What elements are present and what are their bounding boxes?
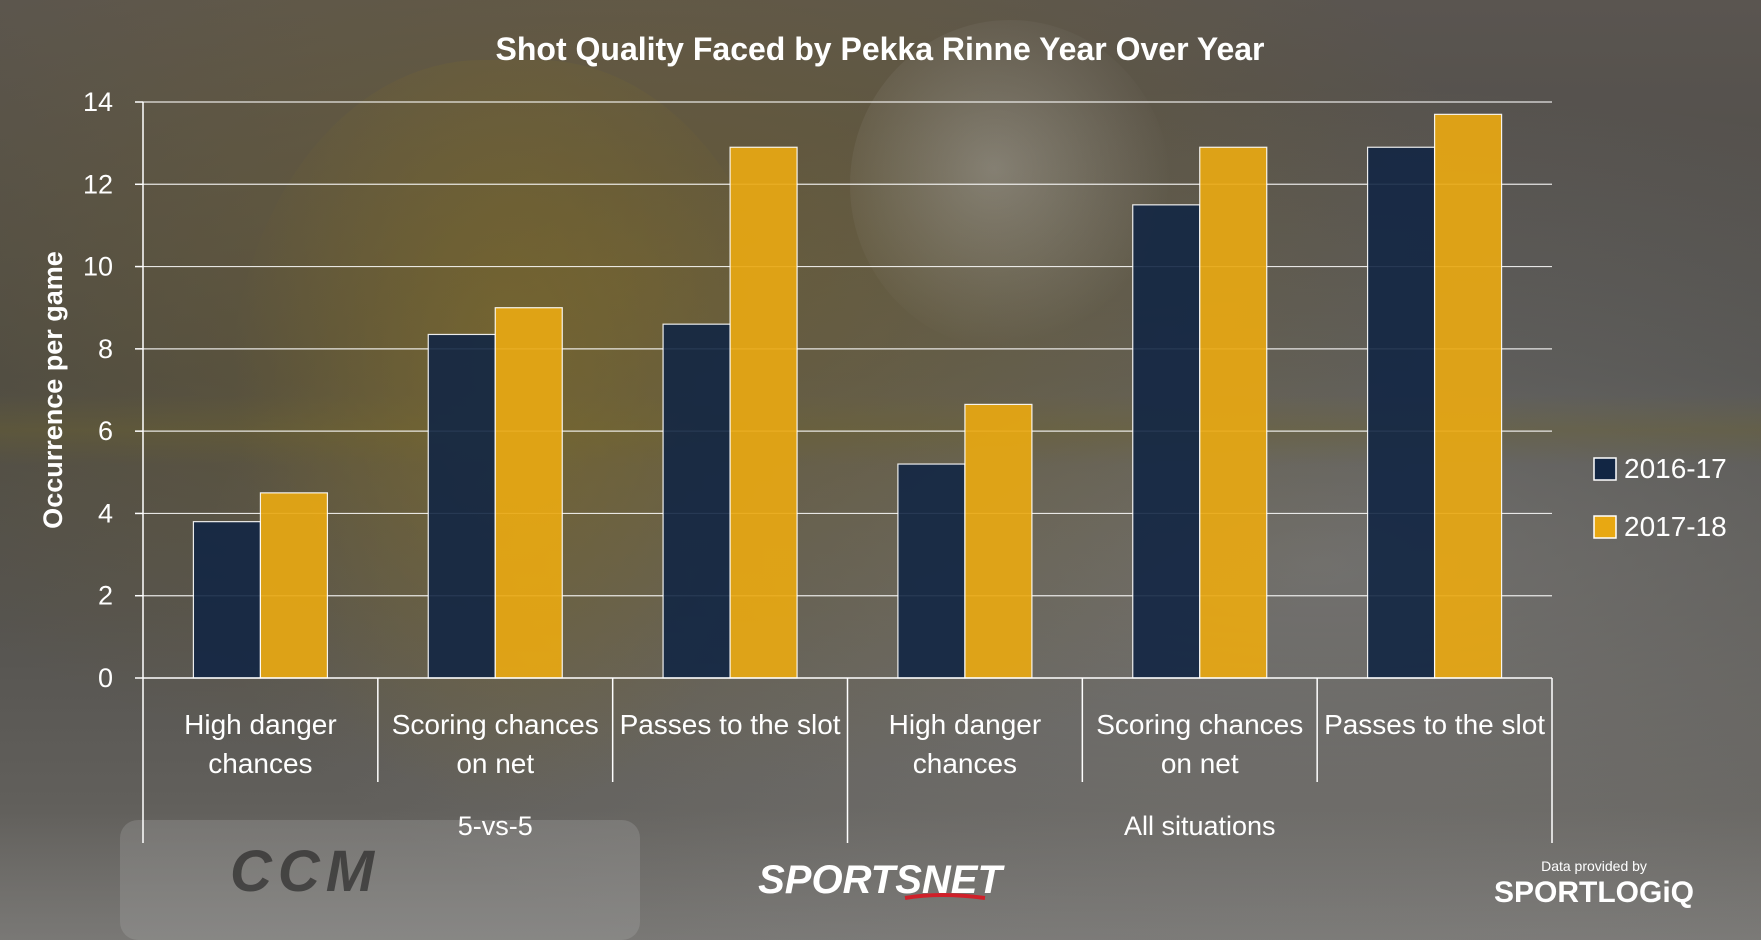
bar-2017-18-2	[729, 146, 798, 679]
legend: 2016-17 2017-18	[1593, 453, 1727, 542]
bar-2016-17-4	[1132, 204, 1201, 679]
x-category-label: Scoring chances	[392, 709, 599, 740]
x-category-label: on net	[456, 748, 534, 779]
background-pad	[120, 820, 640, 940]
sportsnet-logo-swoosh	[904, 893, 986, 900]
x-category-label: Scoring chances	[1096, 709, 1303, 740]
group-labels: 5-vs-5 All situations	[458, 811, 1276, 841]
y-tick-label: 2	[98, 581, 113, 611]
y-axis-label: Occurrence per game	[38, 251, 68, 529]
y-tick-label: 0	[98, 663, 113, 693]
legend-swatch	[1593, 515, 1617, 539]
y-tick-label: 10	[83, 252, 113, 282]
bar-2017-18-4	[1199, 146, 1268, 679]
chart-title: Shot Quality Faced by Pekka Rinne Year O…	[496, 31, 1265, 67]
legend-label: 2016-17	[1624, 453, 1727, 484]
category-labels: High danger chances Scoring chances on net P…	[184, 709, 1545, 779]
y-tick-labels: 0 2 4 6 8 10 12 14	[83, 87, 113, 693]
x-category-label: chances	[208, 748, 312, 779]
bar-2016-17-2	[662, 323, 731, 679]
bar-2016-17-0	[192, 521, 262, 679]
x-category-label: chances	[913, 748, 1017, 779]
background-ice	[0, 810, 1761, 940]
x-category-label: on net	[1161, 748, 1239, 779]
bar-2016-17-1	[427, 333, 496, 679]
x-category-label: High danger	[184, 709, 337, 740]
background-pad-brand: CCM	[230, 839, 381, 904]
y-tick-label: 6	[98, 416, 113, 446]
axes	[135, 101, 1553, 843]
x-group-label: 5-vs-5	[458, 811, 533, 841]
x-category-label: High danger	[889, 709, 1042, 740]
bars	[192, 113, 1503, 679]
y-tick-label: 4	[98, 498, 113, 528]
y-tick-label: 8	[98, 334, 113, 364]
bar-2017-18-5	[1433, 113, 1503, 679]
y-tick-label: 12	[83, 169, 113, 199]
y-tick-label: 14	[83, 87, 113, 117]
bar-2017-18-3	[964, 403, 1033, 679]
x-group-label: All situations	[1124, 811, 1276, 841]
bar-2016-17-5	[1366, 146, 1436, 679]
bar-2017-18-1	[494, 307, 563, 679]
sportsnet-logo: SPORTSNET	[758, 858, 1005, 902]
x-category-label: Passes to the slot	[620, 709, 841, 740]
sportlogiq-logo: SPORTLOGiQ	[1494, 876, 1694, 909]
background-mask	[850, 20, 1170, 350]
bar-2017-18-0	[259, 492, 329, 679]
legend-swatch	[1593, 457, 1617, 481]
x-category-label: Passes to the slot	[1324, 709, 1545, 740]
data-credit-text: Data provided by	[1541, 858, 1647, 874]
gridlines	[143, 101, 1552, 597]
legend-label: 2017-18	[1624, 511, 1727, 542]
bar-2016-17-3	[897, 463, 966, 679]
